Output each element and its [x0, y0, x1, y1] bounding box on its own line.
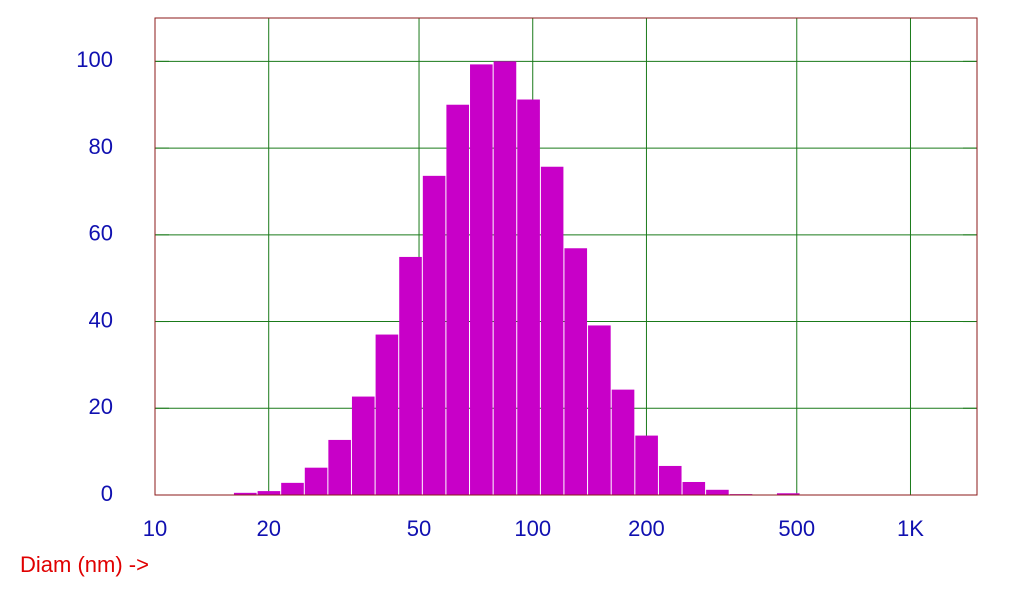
x-tick-label: 200 [628, 516, 665, 541]
x-tick-label: 20 [256, 516, 280, 541]
bar [493, 61, 517, 495]
bar [517, 99, 540, 496]
bar [658, 465, 682, 495]
bar [540, 166, 564, 495]
x-tick-label: 50 [407, 516, 431, 541]
bar [470, 64, 493, 495]
y-tick-label: 0 [101, 481, 113, 506]
bar [257, 491, 281, 495]
bar [233, 492, 257, 495]
bar [564, 248, 588, 495]
bar [706, 489, 729, 495]
bar [588, 325, 611, 495]
y-tick-label: 60 [89, 221, 113, 246]
bar [399, 256, 422, 495]
bar [304, 467, 328, 495]
x-tick-label: 1K [897, 516, 924, 541]
bar [611, 389, 635, 495]
y-tick-label: 100 [76, 47, 113, 72]
x-tick-label: 10 [143, 516, 167, 541]
bar [776, 493, 800, 495]
x-axis-label: Diam (nm) -> [20, 552, 149, 577]
x-tick-label: 100 [514, 516, 551, 541]
plot-frame [154, 17, 978, 496]
y-tick-label: 40 [89, 307, 113, 332]
bar [328, 439, 351, 495]
y-tick-label: 80 [89, 134, 113, 159]
x-tick-label: 500 [778, 516, 815, 541]
bar [446, 104, 470, 496]
bar [422, 175, 446, 496]
y-tick-label: 20 [89, 394, 113, 419]
bar [682, 481, 706, 495]
bar [375, 334, 399, 495]
bar [351, 396, 375, 495]
bar [281, 482, 304, 495]
bar [635, 435, 658, 495]
